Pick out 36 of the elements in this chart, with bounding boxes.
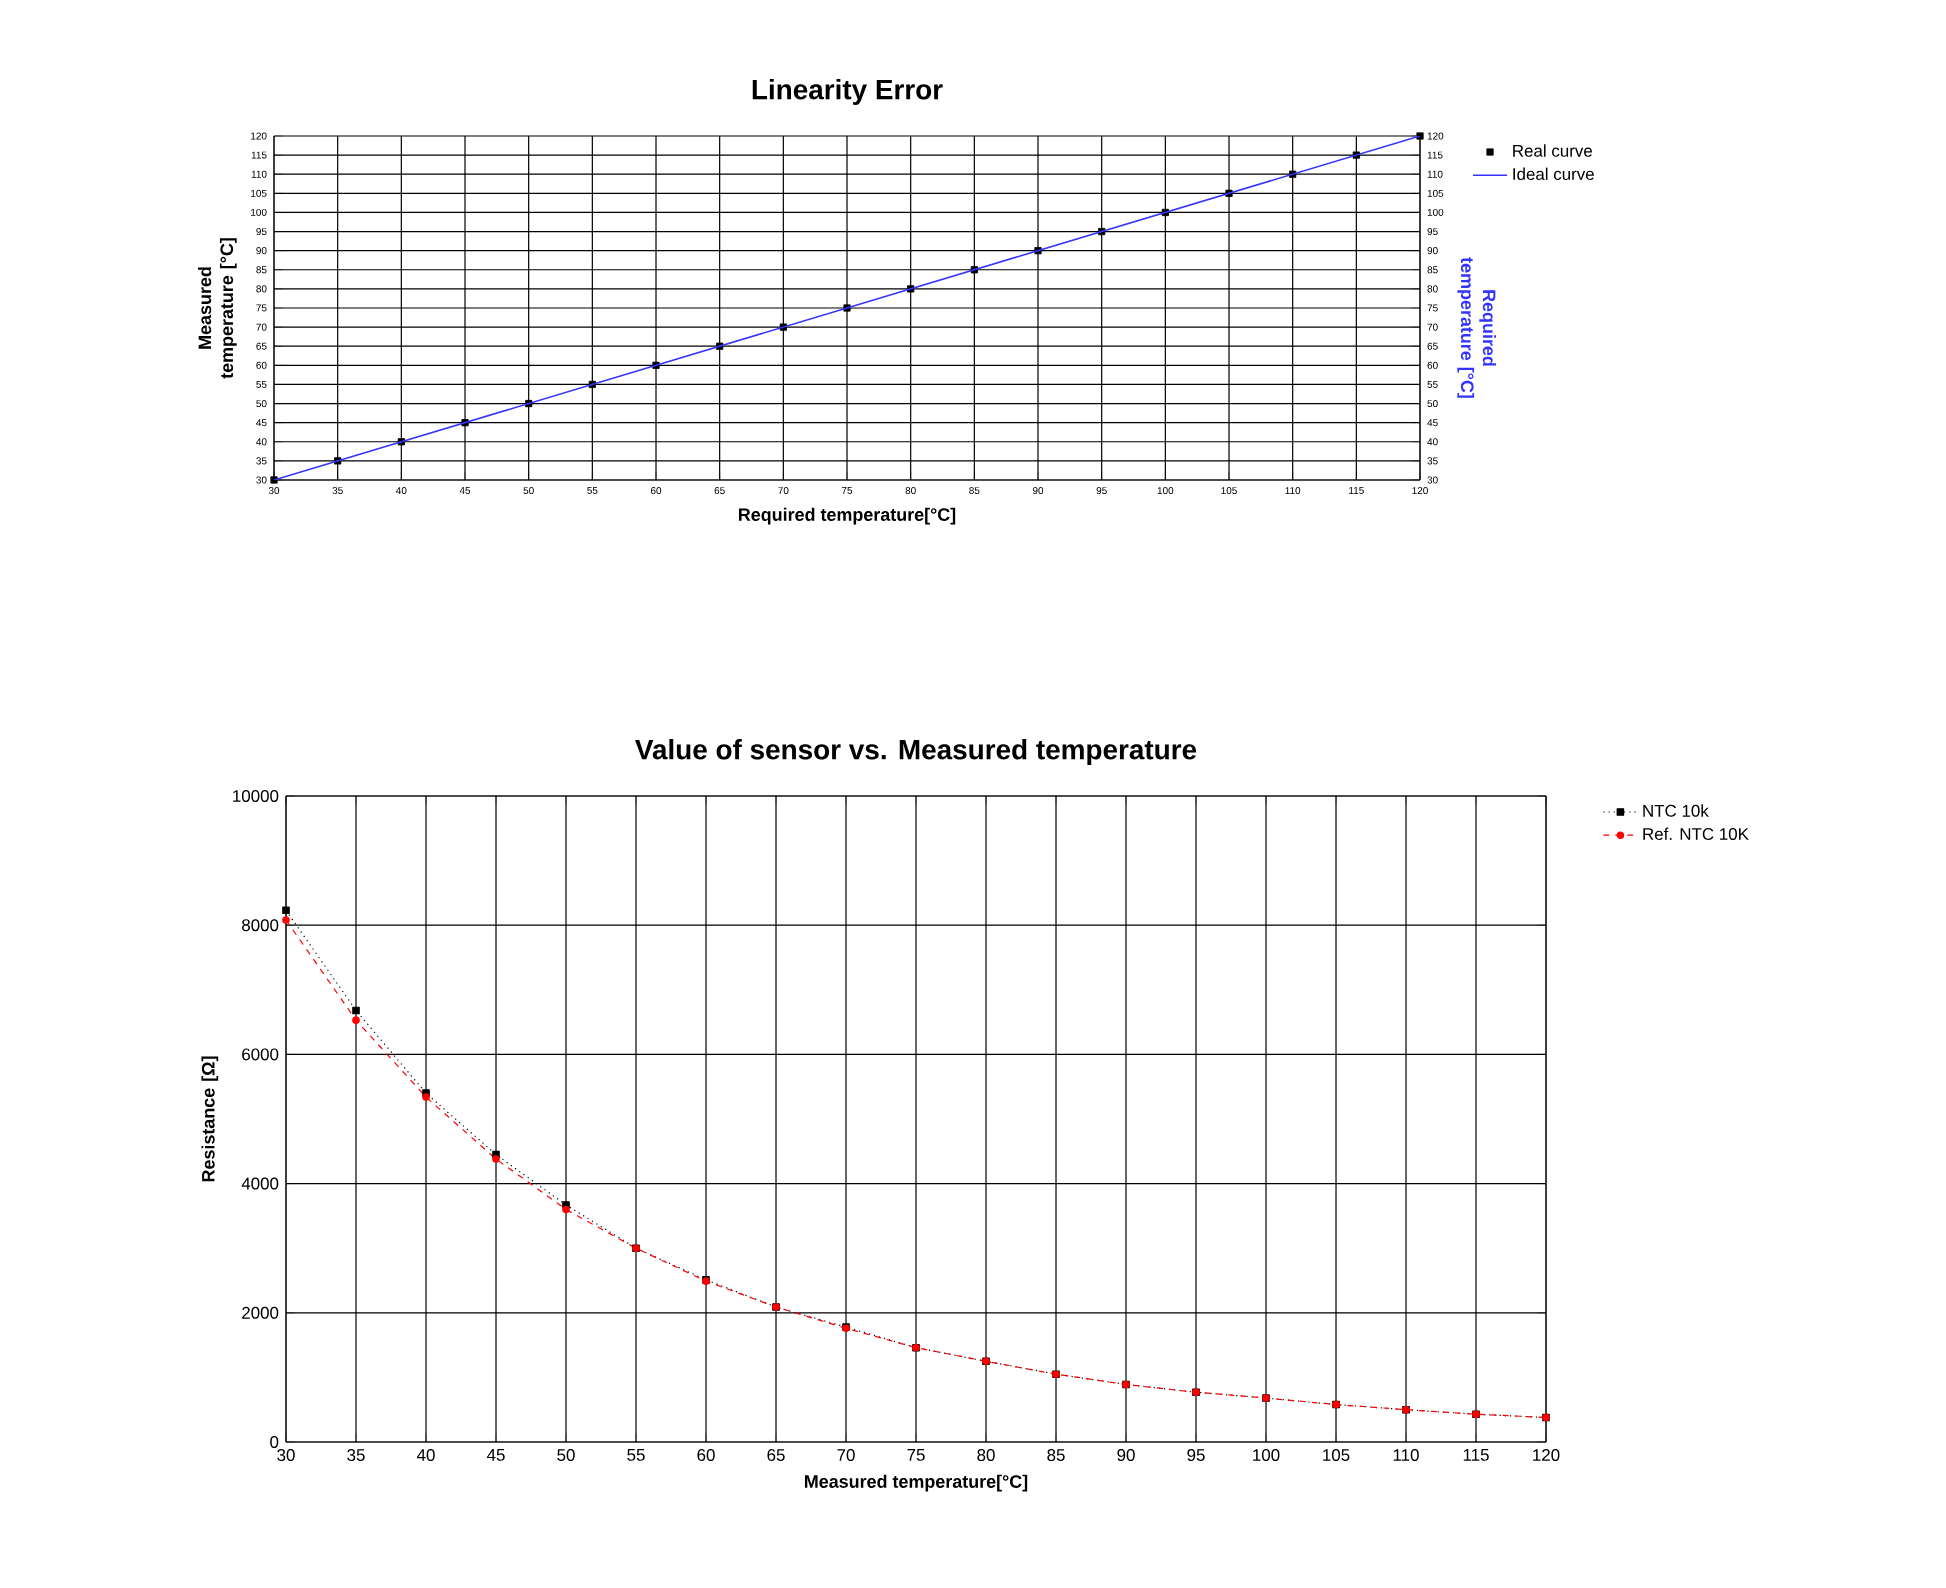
chart-title: Linearity Error xyxy=(752,79,943,105)
legend-label: Real curve xyxy=(1513,144,1592,157)
x-tick-label: 70 xyxy=(837,1449,855,1462)
legend-label: Ref. NTC 10K xyxy=(1643,827,1749,840)
x-tick-label: 90 xyxy=(1117,1449,1135,1462)
y2-axis-title: Required temperature [°C] xyxy=(1457,257,1496,398)
legend-label: Ideal curve xyxy=(1513,167,1594,181)
x-tick-label: 55 xyxy=(627,1449,645,1461)
x-tick-label: 100 xyxy=(1253,1449,1280,1462)
x-tick-label: 60 xyxy=(697,1449,715,1462)
x-tick-label: 45 xyxy=(486,1449,505,1461)
y-axis-title: Measured temperature [°C] xyxy=(198,238,237,379)
x-tick-label: 75 xyxy=(907,1449,925,1461)
x-tick-label: 40 xyxy=(416,1449,435,1462)
x-tick-label: 65 xyxy=(767,1449,785,1462)
y-tick-label: 8000 xyxy=(242,919,279,932)
y-tick-label: 6000 xyxy=(242,1048,279,1061)
chart-title: Value of sensor vs. Measured temperature xyxy=(635,738,1197,765)
y-axis-title: Resistance [Ω] xyxy=(201,1056,219,1182)
y-tick-label: 2000 xyxy=(242,1306,279,1319)
x-tick-label: 35 xyxy=(347,1449,365,1462)
x-tick-label: 85 xyxy=(1047,1449,1065,1462)
x-tick-label: 30 xyxy=(277,1449,295,1462)
y-tick-label: 4000 xyxy=(241,1177,279,1190)
y-tick-label: 10000 xyxy=(233,790,279,802)
x-tick-label: 95 xyxy=(1187,1449,1205,1462)
legend-label: NTC 10k xyxy=(1643,804,1709,817)
x-axis-title: Required temperature[°C] xyxy=(738,507,956,525)
x-tick-label: 80 xyxy=(977,1449,995,1462)
y-tick-label: 0 xyxy=(270,1436,279,1448)
x-axis-title: Measured temperature[°C] xyxy=(804,1474,1028,1492)
x-tick-label: 50 xyxy=(557,1449,575,1462)
x-tick-label: 120 xyxy=(1533,1449,1560,1462)
x-tick-label: 115 xyxy=(1463,1449,1489,1461)
x-tick-label: 110 xyxy=(1393,1449,1419,1462)
x-tick-label: 105 xyxy=(1323,1449,1350,1462)
